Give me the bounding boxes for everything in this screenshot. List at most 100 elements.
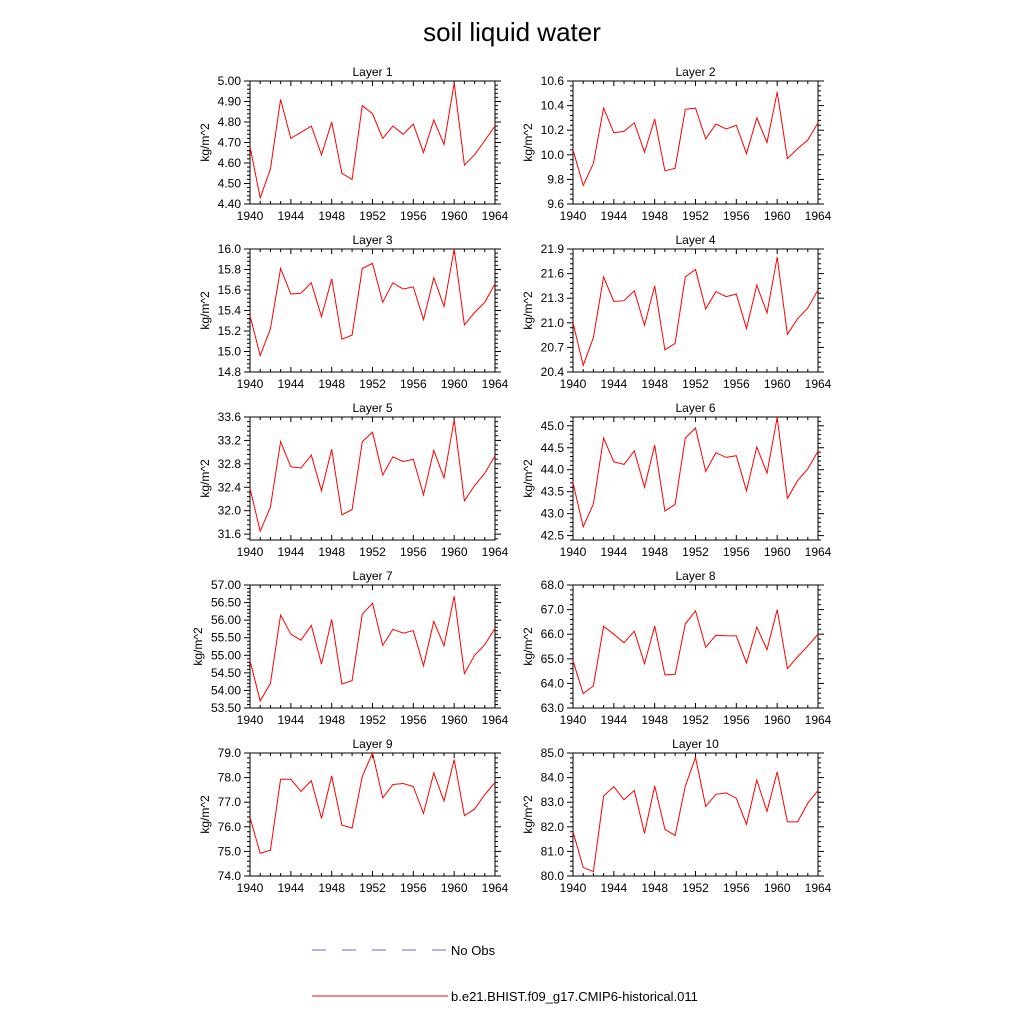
y-tick-label: 79.0 bbox=[218, 746, 242, 760]
x-tick-label: 1964 bbox=[482, 377, 509, 391]
panel-title: Layer 2 bbox=[675, 65, 715, 79]
x-tick-label: 1948 bbox=[318, 377, 345, 391]
x-tick-label: 1948 bbox=[641, 713, 668, 727]
panel-title: Layer 10 bbox=[672, 737, 719, 751]
y-axis-label: kg/m^2 bbox=[198, 291, 212, 330]
x-tick-label: 1964 bbox=[482, 881, 509, 895]
x-tick-label: 1948 bbox=[318, 209, 345, 223]
y-tick-label: 75.0 bbox=[218, 844, 242, 858]
y-tick-label: 54.50 bbox=[211, 666, 241, 680]
x-tick-label: 1940 bbox=[560, 881, 587, 895]
panel-layer-1: Layer 1 1940 1944 1948 1952 1956 1960 1964 4.40 4… bbox=[198, 65, 509, 223]
plot-frame bbox=[249, 80, 496, 205]
x-tick-label: 1956 bbox=[723, 209, 750, 223]
panel-title: Layer 8 bbox=[675, 569, 715, 583]
panel-layer-2: Layer 2 1940 1944 1948 1952 1956 1960 1964 9.6 9.… bbox=[521, 65, 832, 223]
x-tick-label: 1964 bbox=[482, 545, 509, 559]
x-tick-label: 1940 bbox=[237, 377, 264, 391]
y-tick-label: 21.0 bbox=[541, 316, 565, 330]
x-tick-label: 1964 bbox=[482, 713, 509, 727]
y-tick-label: 55.00 bbox=[211, 648, 241, 662]
x-tick-label: 1952 bbox=[359, 209, 386, 223]
y-tick-label: 15.6 bbox=[218, 283, 242, 297]
x-tick-label: 1960 bbox=[764, 377, 791, 391]
legend-label-model: b.e21.BHIST.f09_g17.CMIP6-historical.011 bbox=[451, 989, 698, 1004]
y-tick-label: 53.50 bbox=[211, 701, 241, 715]
x-tick-label: 1956 bbox=[400, 881, 427, 895]
panel-layer-9: Layer 9 1940 1944 1948 1952 1956 1960 1964 74.0 7… bbox=[198, 737, 509, 895]
x-tick-label: 1952 bbox=[359, 545, 386, 559]
x-tick-label: 1964 bbox=[482, 209, 509, 223]
x-tick-label: 1956 bbox=[723, 713, 750, 727]
panel-title: Layer 3 bbox=[352, 233, 392, 247]
x-tick-label: 1960 bbox=[764, 545, 791, 559]
y-axis-label: kg/m^2 bbox=[521, 795, 535, 834]
y-tick-label: 67.0 bbox=[541, 603, 565, 617]
series-line bbox=[249, 82, 496, 200]
x-tick-label: 1956 bbox=[723, 881, 750, 895]
x-tick-label: 1960 bbox=[764, 881, 791, 895]
y-axis-label: kg/m^2 bbox=[198, 795, 212, 834]
x-tick-label: 1944 bbox=[600, 713, 627, 727]
panel-layer-7: Layer 7 1940 1944 1948 1952 1956 1960 1964 53.50… bbox=[191, 569, 509, 727]
y-tick-label: 63.0 bbox=[541, 701, 565, 715]
plot-frame bbox=[572, 248, 819, 373]
y-axis-label: kg/m^2 bbox=[191, 627, 205, 666]
y-tick-label: 43.0 bbox=[541, 507, 565, 521]
y-tick-label: 14.8 bbox=[218, 365, 242, 379]
y-tick-label: 10.4 bbox=[541, 99, 565, 113]
y-tick-label: 21.9 bbox=[541, 242, 565, 256]
x-tick-label: 1960 bbox=[441, 881, 468, 895]
y-tick-label: 82.0 bbox=[541, 820, 565, 834]
y-tick-label: 31.6 bbox=[218, 527, 242, 541]
x-tick-label: 1952 bbox=[359, 881, 386, 895]
x-tick-label: 1956 bbox=[400, 377, 427, 391]
y-tick-label: 45.0 bbox=[541, 419, 565, 433]
x-tick-label: 1956 bbox=[400, 713, 427, 727]
y-tick-label: 15.8 bbox=[218, 263, 242, 277]
x-tick-label: 1948 bbox=[641, 881, 668, 895]
y-tick-label: 21.3 bbox=[541, 291, 565, 305]
y-tick-label: 85.0 bbox=[541, 746, 565, 760]
y-tick-label: 76.0 bbox=[218, 820, 242, 834]
x-tick-label: 1944 bbox=[277, 713, 304, 727]
x-tick-label: 1952 bbox=[682, 377, 709, 391]
y-tick-label: 10.2 bbox=[541, 123, 565, 137]
y-tick-label: 9.6 bbox=[547, 197, 564, 211]
panel-layer-4: Layer 4 1940 1944 1948 1952 1956 1960 1964 20.4 2… bbox=[521, 233, 832, 391]
y-tick-label: 21.6 bbox=[541, 267, 565, 281]
legend-label-no-obs: No Obs bbox=[451, 943, 496, 958]
y-tick-label: 33.6 bbox=[218, 410, 242, 424]
series-line bbox=[249, 751, 496, 855]
plot-frame bbox=[249, 416, 496, 541]
plot-frame bbox=[249, 752, 496, 877]
x-tick-label: 1948 bbox=[318, 545, 345, 559]
y-tick-label: 15.4 bbox=[218, 304, 242, 318]
x-tick-label: 1940 bbox=[560, 713, 587, 727]
x-tick-label: 1956 bbox=[400, 545, 427, 559]
x-tick-label: 1944 bbox=[600, 545, 627, 559]
x-tick-label: 1952 bbox=[359, 713, 386, 727]
x-tick-label: 1944 bbox=[600, 377, 627, 391]
panel-title: Layer 9 bbox=[352, 737, 392, 751]
panel-title: Layer 1 bbox=[352, 65, 392, 79]
y-axis-label: kg/m^2 bbox=[198, 123, 212, 162]
series-line bbox=[249, 596, 496, 703]
y-tick-label: 78.0 bbox=[218, 771, 242, 785]
y-tick-label: 77.0 bbox=[218, 795, 242, 809]
plot-frame bbox=[572, 752, 819, 877]
y-tick-label: 44.5 bbox=[541, 441, 565, 455]
x-tick-label: 1952 bbox=[682, 209, 709, 223]
x-tick-label: 1940 bbox=[237, 713, 264, 727]
y-tick-label: 80.0 bbox=[541, 869, 565, 883]
chart-title: soil liquid water bbox=[423, 17, 601, 47]
x-tick-label: 1964 bbox=[805, 881, 832, 895]
x-tick-label: 1944 bbox=[277, 881, 304, 895]
y-tick-label: 32.8 bbox=[218, 457, 242, 471]
x-tick-label: 1964 bbox=[805, 545, 832, 559]
x-tick-label: 1948 bbox=[641, 377, 668, 391]
x-tick-label: 1948 bbox=[318, 713, 345, 727]
series-line bbox=[249, 419, 496, 533]
y-tick-label: 20.7 bbox=[541, 340, 565, 354]
